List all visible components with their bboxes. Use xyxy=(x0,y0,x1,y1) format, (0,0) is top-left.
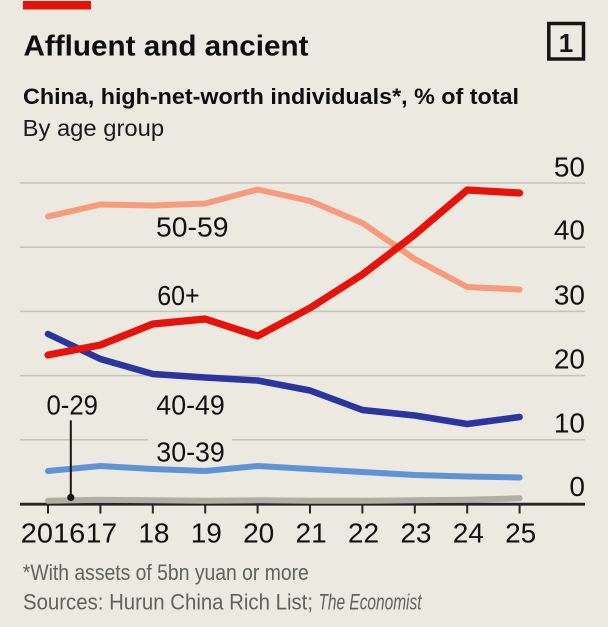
svg-text:1: 1 xyxy=(559,28,573,58)
svg-text:China, high-net-worth individu: China, high-net-worth individuals*, % of… xyxy=(23,84,519,109)
svg-text:30-39: 30-39 xyxy=(156,436,225,467)
svg-text:23: 23 xyxy=(400,518,431,549)
svg-text:Sources: Hurun China Rich List: Sources: Hurun China Rich List; xyxy=(23,590,313,615)
svg-text:24: 24 xyxy=(453,518,484,549)
svg-text:By age group: By age group xyxy=(23,115,165,141)
svg-text:21: 21 xyxy=(296,518,327,549)
svg-text:19: 19 xyxy=(191,518,222,549)
svg-text:20: 20 xyxy=(554,344,585,375)
svg-text:10: 10 xyxy=(554,408,585,439)
svg-text:20: 20 xyxy=(243,518,274,549)
svg-text:25: 25 xyxy=(505,518,536,549)
svg-text:*With assets of 5bn yuan or mo: *With assets of 5bn yuan or more xyxy=(23,560,309,585)
svg-text:50: 50 xyxy=(554,152,585,183)
svg-text:18: 18 xyxy=(138,518,169,549)
svg-text:0-29: 0-29 xyxy=(47,389,99,420)
svg-text:17: 17 xyxy=(86,518,117,549)
svg-text:50-59: 50-59 xyxy=(156,212,229,243)
svg-text:30: 30 xyxy=(554,280,585,311)
svg-text:2016: 2016 xyxy=(21,518,86,549)
svg-text:0: 0 xyxy=(569,471,585,502)
svg-text:Affluent and ancient: Affluent and ancient xyxy=(24,30,310,62)
svg-text:60+: 60+ xyxy=(157,280,200,311)
svg-text:40-49: 40-49 xyxy=(156,390,225,421)
svg-text:22: 22 xyxy=(348,518,379,549)
svg-text:40: 40 xyxy=(554,215,585,246)
svg-text:The Economist: The Economist xyxy=(319,590,423,615)
